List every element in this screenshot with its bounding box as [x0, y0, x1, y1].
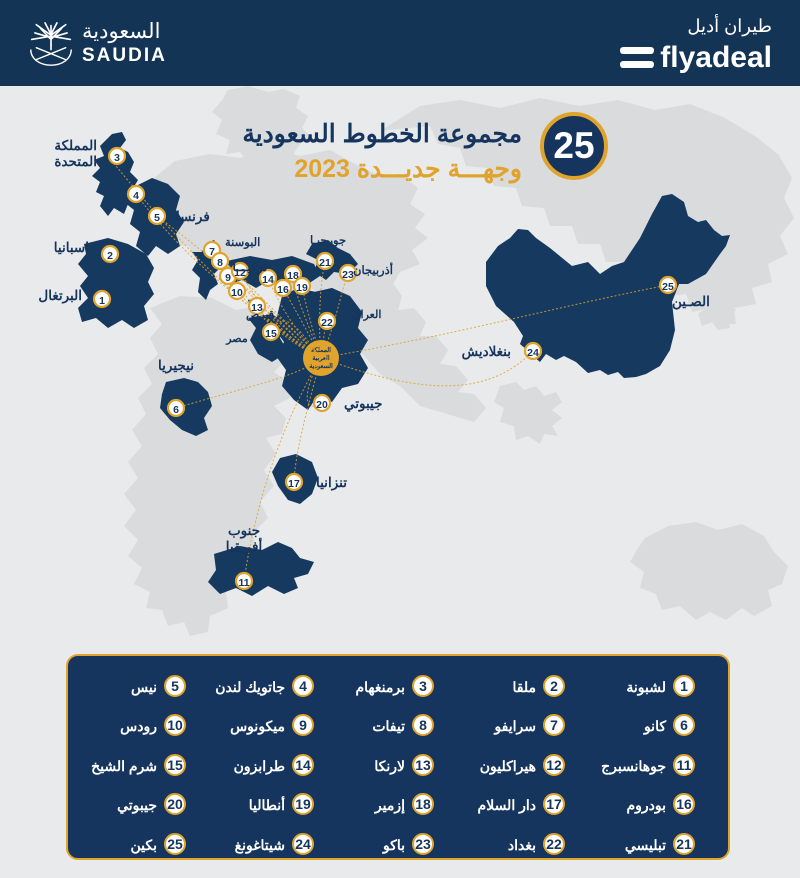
svg-text:الصـين: الصـين: [672, 294, 710, 310]
svg-text:4: 4: [133, 190, 139, 202]
svg-text:20: 20: [316, 399, 328, 411]
svg-text:3: 3: [114, 152, 120, 164]
svg-text:السعودية: السعودية: [309, 363, 333, 370]
svg-text:فرنسا: فرنسا: [176, 209, 210, 225]
svg-text:البوسنة: البوسنة: [225, 236, 260, 250]
svg-text:نيجيريا: نيجيريا: [158, 358, 194, 374]
svg-text:تنزانيا: تنزانيا: [316, 475, 347, 491]
svg-text:قبرص: قبرص: [246, 309, 274, 321]
svg-text:24: 24: [527, 347, 539, 359]
svg-text:25: 25: [662, 281, 674, 293]
svg-text:16: 16: [277, 284, 289, 296]
svg-text:بنغلاديش: بنغلاديش: [462, 344, 511, 360]
svg-text:11: 11: [238, 577, 249, 589]
svg-text:5: 5: [154, 212, 160, 224]
svg-text:مصر: مصر: [225, 333, 248, 345]
svg-text:جيبوتي: جيبوتي: [344, 396, 382, 412]
svg-text:المملكة: المملكة: [54, 138, 97, 153]
svg-text:14: 14: [262, 274, 274, 286]
svg-text:22: 22: [321, 317, 333, 329]
svg-text:9: 9: [225, 272, 231, 284]
svg-text:أذربيجان: أذربيجان: [353, 262, 393, 278]
svg-text:19: 19: [296, 282, 308, 294]
svg-text:جنوب: جنوب: [228, 523, 260, 539]
svg-text:17: 17: [288, 478, 300, 490]
svg-text:تركيـــا: تركيـــا: [233, 260, 268, 275]
svg-text:8: 8: [217, 257, 223, 269]
svg-text:اسبانيا: اسبانيا: [54, 240, 89, 255]
svg-text:2: 2: [107, 250, 113, 262]
svg-text:العراق: العراق: [352, 309, 381, 321]
svg-text:6: 6: [173, 404, 179, 416]
svg-text:10: 10: [231, 287, 243, 299]
svg-text:المتحدة: المتحدة: [54, 154, 97, 169]
svg-text:15: 15: [265, 328, 277, 340]
svg-text:أفريقيا: أفريقيا: [226, 536, 263, 555]
svg-text:21: 21: [319, 257, 331, 269]
svg-text:جورجيـا: جورجيـا: [310, 234, 346, 248]
svg-text:1: 1: [99, 295, 105, 307]
svg-text:البرتغال: البرتغال: [38, 288, 82, 304]
